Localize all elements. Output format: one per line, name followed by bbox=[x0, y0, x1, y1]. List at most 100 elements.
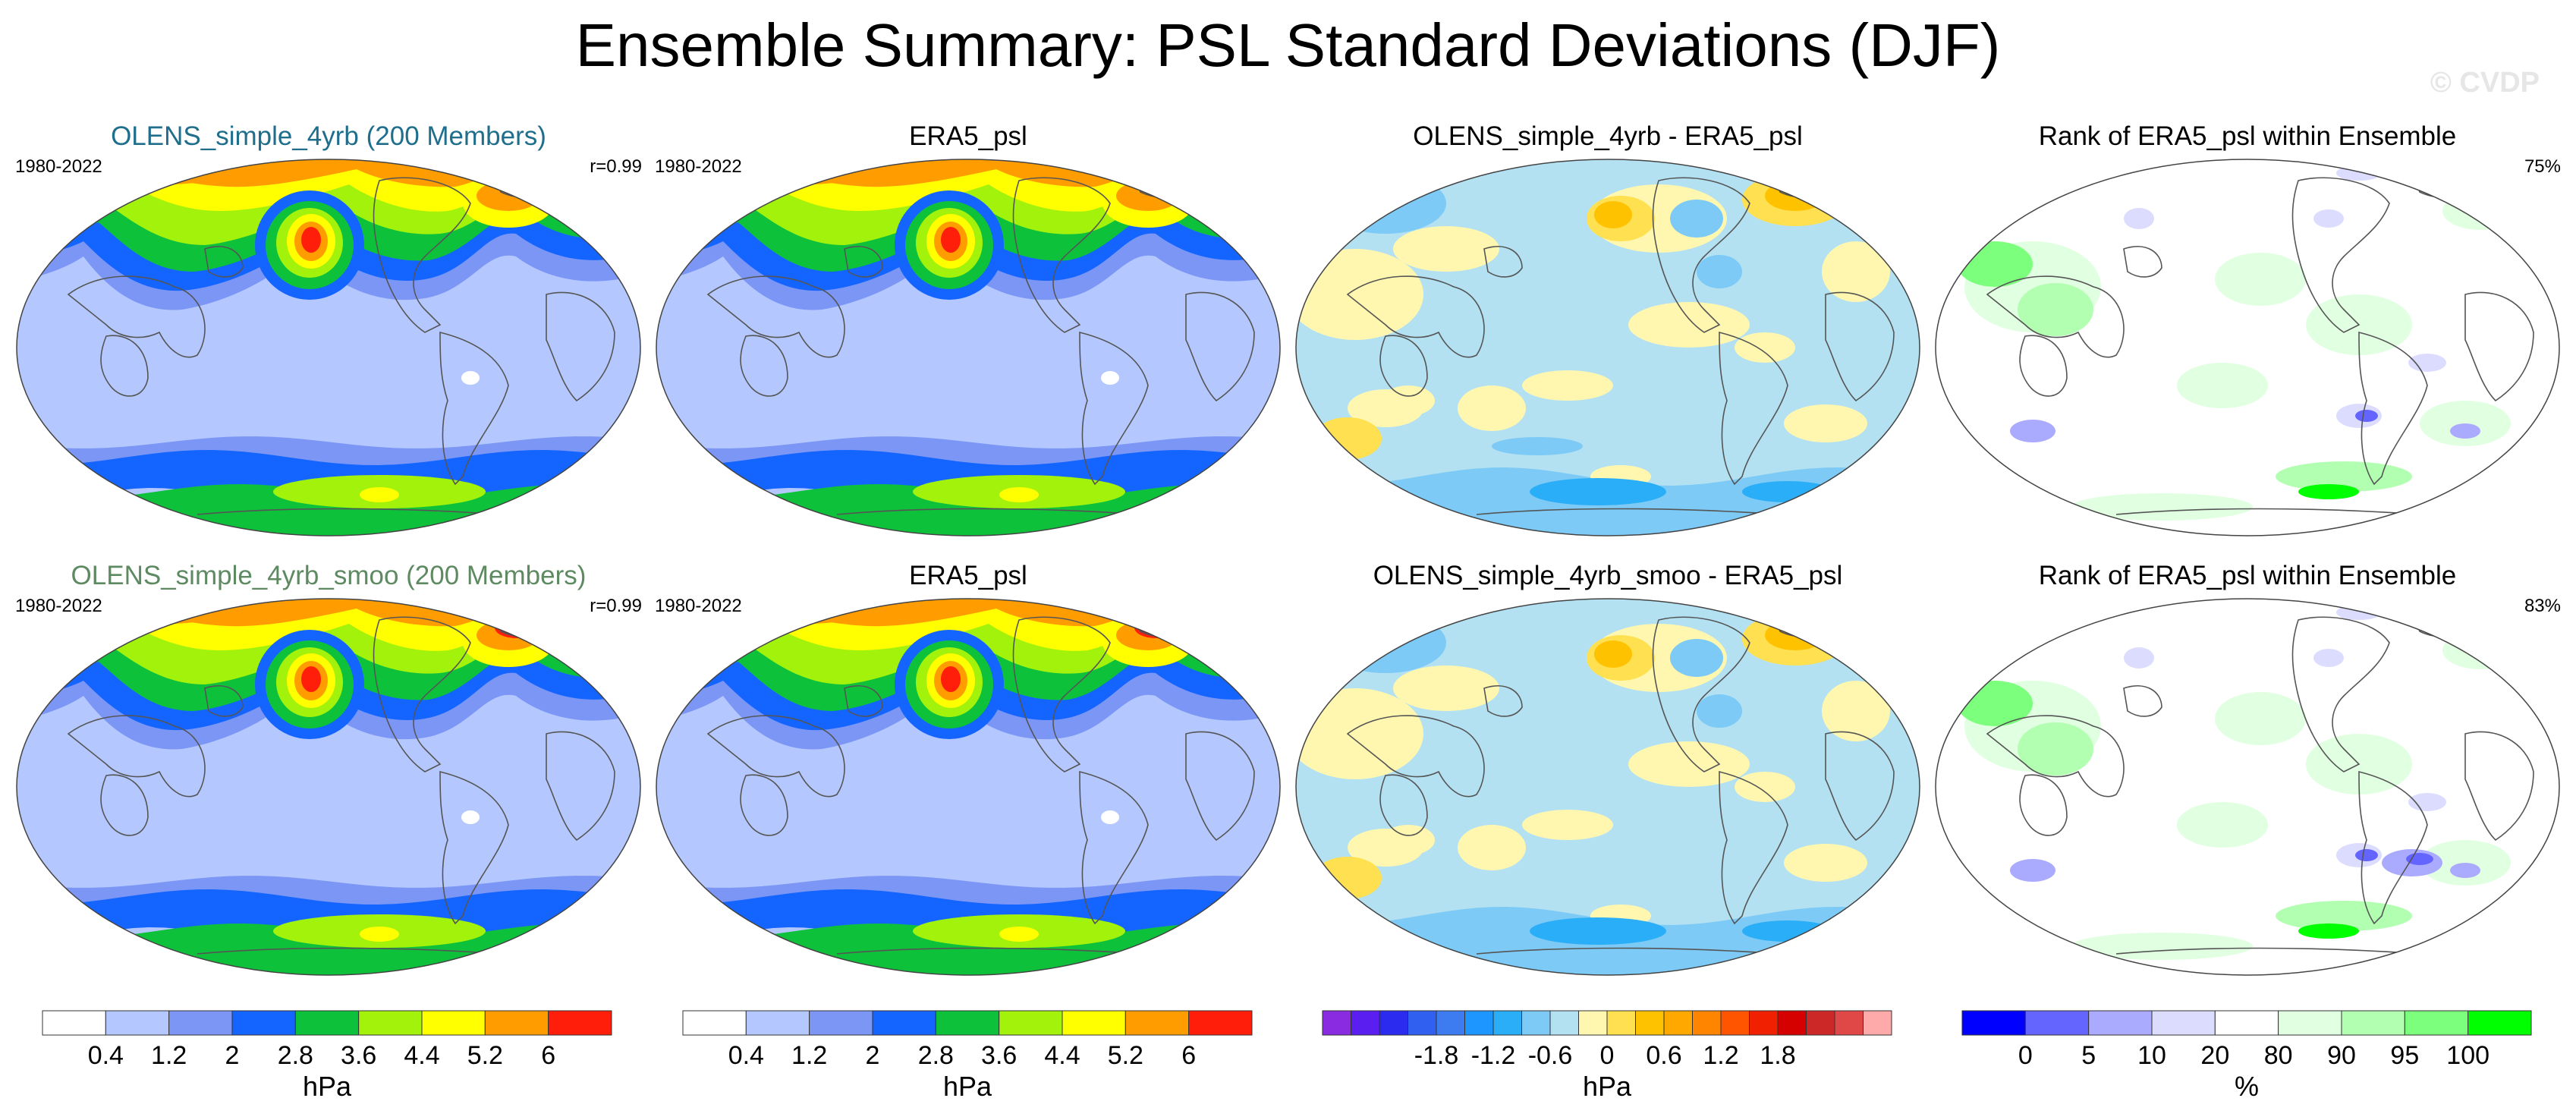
field-blob bbox=[2298, 484, 2359, 499]
coastline bbox=[706, 275, 845, 358]
colorbar-swatch bbox=[2214, 1010, 2279, 1036]
colorbar-swatch bbox=[294, 1010, 360, 1036]
field-blob bbox=[495, 617, 537, 638]
colorbar-unit-label: hPa bbox=[943, 1071, 992, 1102]
field-blob bbox=[2010, 420, 2055, 442]
stat-label: 75% bbox=[2524, 156, 2561, 177]
map-outline bbox=[656, 598, 1281, 976]
field-blob bbox=[2071, 493, 2253, 521]
colorbar-tick-label: -1.8 bbox=[1414, 1041, 1459, 1070]
colorbar-tick-label: 1.8 bbox=[1760, 1041, 1795, 1070]
colorbar-swatch bbox=[1379, 1010, 1408, 1036]
field-blob bbox=[2450, 863, 2480, 878]
field-blob bbox=[1628, 741, 1750, 787]
coastline bbox=[67, 275, 206, 358]
colorbar-swatch bbox=[168, 1010, 233, 1036]
field-blob bbox=[2124, 647, 2154, 669]
coastline bbox=[836, 508, 1141, 515]
colorbar-swatch bbox=[2151, 1010, 2216, 1036]
field-blob bbox=[2313, 209, 2344, 228]
coastline bbox=[1719, 331, 1788, 486]
field-blob bbox=[1697, 694, 1742, 728]
colorbar-tick-label: 2.8 bbox=[278, 1041, 313, 1070]
map-outline bbox=[1295, 598, 1920, 976]
colorbar: 0.4 1.2 2 2.8 3.6 4.4 5.2 6 hPa bbox=[42, 1010, 612, 1102]
map-outline bbox=[1295, 159, 1920, 536]
map-panel bbox=[656, 598, 1281, 976]
colorbar-tick-label: 0 bbox=[1600, 1041, 1615, 1070]
figure-title: Ensemble Summary: PSL Standard Deviation… bbox=[575, 11, 2001, 79]
field-blob bbox=[1522, 810, 1613, 840]
coastline bbox=[2019, 774, 2068, 836]
map-panel bbox=[1935, 598, 2560, 976]
field-blob bbox=[1492, 437, 1583, 455]
field-blob bbox=[2408, 793, 2446, 811]
field-blob bbox=[1742, 481, 1833, 502]
field-layer bbox=[17, 159, 640, 536]
map-panel bbox=[16, 598, 641, 976]
field-blob bbox=[753, 162, 860, 184]
colorbar-swatch bbox=[484, 1010, 549, 1036]
coastline bbox=[1825, 291, 1895, 402]
field-band bbox=[656, 889, 1280, 942]
field-blob bbox=[360, 487, 399, 502]
colorbar-swatch bbox=[421, 1010, 486, 1036]
field-blob bbox=[2313, 649, 2344, 667]
field-layer bbox=[17, 599, 640, 975]
colorbar-swatch bbox=[999, 1010, 1063, 1036]
field-blob bbox=[2177, 802, 2268, 848]
colorbar-swatch bbox=[2341, 1010, 2405, 1036]
colorbar-tick-label: 1.2 bbox=[151, 1041, 187, 1070]
panel-title: Rank of ERA5_psl within Ensemble bbox=[2038, 561, 2457, 590]
colorbar-tick-label: 0.6 bbox=[1646, 1041, 1681, 1070]
colorbar-swatch bbox=[1322, 1010, 1351, 1036]
field-blob bbox=[1134, 617, 1177, 638]
field-blob bbox=[2406, 853, 2433, 865]
map-outline bbox=[16, 598, 641, 976]
field-layer bbox=[656, 159, 1280, 536]
coastline bbox=[844, 246, 883, 278]
colorbar-tick-label: 0 bbox=[2018, 1041, 2033, 1070]
panel-title: ERA5_psl bbox=[909, 121, 1027, 151]
colorbar-tick-label: 2 bbox=[225, 1041, 240, 1070]
coastline bbox=[1986, 715, 2125, 798]
colorbar-unit-label: hPa bbox=[303, 1071, 352, 1102]
colorbar-tick-label: -0.6 bbox=[1528, 1041, 1573, 1070]
field-blob bbox=[2276, 901, 2412, 931]
coastline bbox=[2019, 335, 2068, 397]
field-blob bbox=[2336, 605, 2382, 620]
coastline bbox=[197, 947, 502, 955]
field-blob bbox=[2298, 923, 2359, 939]
colorbar-tick-label: 0.4 bbox=[728, 1041, 764, 1070]
field-blob bbox=[2276, 461, 2412, 492]
colorbar-swatch bbox=[935, 1010, 1000, 1036]
colorbar-swatch bbox=[1124, 1010, 1190, 1036]
coastline bbox=[2291, 177, 2390, 333]
colorbar-swatch bbox=[682, 1010, 747, 1036]
field-blob bbox=[1765, 620, 1826, 650]
colorbar-tick-label: 10 bbox=[2137, 1041, 2166, 1070]
colorbar: -1.8 -1.2 -0.6 0 0.6 1.2 1.8 hPa bbox=[1322, 1010, 1892, 1102]
coastline bbox=[1483, 685, 1523, 717]
field-blob bbox=[1382, 385, 1435, 416]
panel-title: OLENS_simple_4yrb_smoo - ERA5_psl bbox=[1373, 561, 1843, 590]
field-blob bbox=[2010, 859, 2055, 882]
map-outline bbox=[16, 159, 641, 536]
field-blob bbox=[2215, 253, 2306, 306]
field-blob bbox=[1594, 640, 1632, 668]
coastline bbox=[100, 335, 149, 397]
field-layer bbox=[1936, 159, 2559, 536]
field-blob bbox=[2450, 423, 2480, 439]
field-blob bbox=[1822, 681, 1890, 741]
coastline bbox=[546, 731, 615, 842]
coastline bbox=[197, 508, 502, 515]
coastline bbox=[1079, 331, 1149, 486]
colorbar-swatch bbox=[548, 1010, 612, 1036]
coastline bbox=[439, 331, 509, 486]
field-blob bbox=[1784, 844, 1867, 882]
coastline bbox=[1379, 335, 1428, 397]
colorbar-tick-label: 1.2 bbox=[791, 1041, 827, 1070]
field-blob bbox=[2355, 410, 2378, 422]
field-blob bbox=[461, 810, 480, 824]
coastline bbox=[2358, 770, 2428, 925]
